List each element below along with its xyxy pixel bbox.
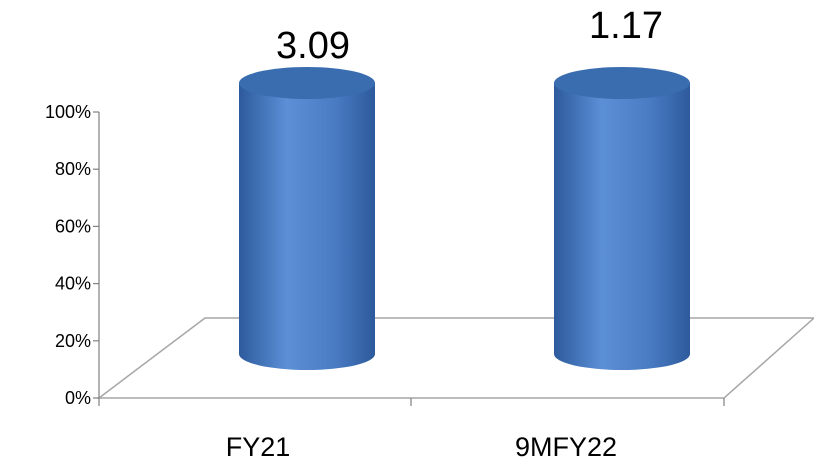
data-label-9mfy22: 1.17 xyxy=(589,5,663,47)
data-label-fy21: 3.09 xyxy=(276,25,350,67)
y-tick-label: 0% xyxy=(65,388,91,408)
bars xyxy=(239,67,690,370)
bar-top xyxy=(554,67,690,99)
category-label-9mfy22: 9MFY22 xyxy=(515,432,617,462)
y-tick-label: 40% xyxy=(55,274,91,294)
y-tick-label: 60% xyxy=(55,216,91,236)
bar-fy21 xyxy=(239,67,375,370)
bar-top xyxy=(239,67,375,99)
bar-body xyxy=(554,83,690,370)
y-tick-label: 80% xyxy=(55,159,91,179)
bar-9mfy22 xyxy=(554,67,690,370)
y-tick-label: 20% xyxy=(55,331,91,351)
y-tick-label: 100% xyxy=(45,102,91,122)
y-axis-ticks: 0% 20% 40% 60% 80% 100% xyxy=(45,102,99,408)
bar-body xyxy=(239,83,375,370)
category-label-fy21: FY21 xyxy=(226,432,291,462)
floor-plane xyxy=(96,317,814,399)
